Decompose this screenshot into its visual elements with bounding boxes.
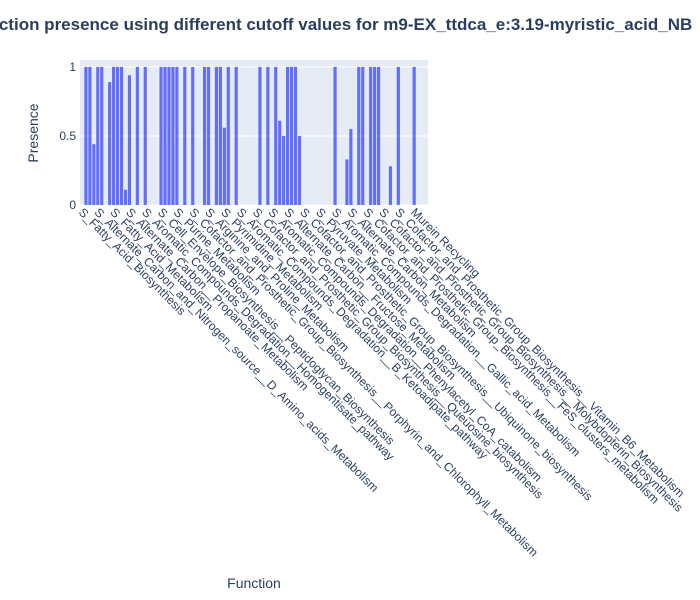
bar [115, 66, 120, 206]
bar [183, 66, 187, 206]
x-axis-title: Function [227, 575, 281, 591]
bar [286, 66, 290, 206]
bar [206, 66, 211, 206]
bar [258, 66, 262, 206]
bar [396, 66, 400, 206]
bar [135, 66, 139, 206]
bar [293, 66, 298, 206]
bar [96, 66, 100, 206]
bar [289, 66, 294, 206]
y-tick-label: 0.5 [59, 129, 76, 143]
bar [191, 66, 195, 206]
y-axis-title: Presence [25, 103, 41, 162]
bar [282, 135, 286, 205]
bar [278, 120, 282, 205]
bar [226, 66, 230, 206]
bar [143, 66, 147, 206]
bar [222, 127, 226, 205]
bar [112, 66, 116, 206]
bar [100, 66, 104, 206]
bar [119, 66, 124, 206]
bar [84, 66, 88, 206]
bar [163, 66, 167, 206]
bar [412, 66, 416, 206]
bar [127, 75, 132, 205]
bar [171, 66, 175, 206]
bar [123, 189, 128, 205]
bar [376, 66, 381, 206]
bar [349, 129, 353, 205]
bar [373, 66, 377, 206]
y-tick-label: 0 [69, 198, 76, 212]
bar [159, 66, 163, 206]
bar [92, 144, 96, 205]
bar [167, 66, 171, 206]
bar [357, 66, 361, 206]
bar [202, 66, 207, 206]
bar [218, 66, 222, 206]
bar [297, 135, 302, 205]
chart-title: Function presence using different cutoff… [0, 15, 692, 34]
bar [175, 66, 179, 206]
bar [266, 66, 270, 206]
bar [214, 66, 219, 206]
bar [388, 166, 393, 205]
bar [369, 66, 373, 206]
bar [108, 82, 112, 205]
y-tick-label: 1 [69, 60, 76, 74]
bar [234, 66, 238, 206]
bar [345, 159, 349, 205]
bar [88, 66, 92, 206]
bar [274, 66, 278, 206]
bar [361, 66, 365, 206]
bar [333, 66, 337, 206]
